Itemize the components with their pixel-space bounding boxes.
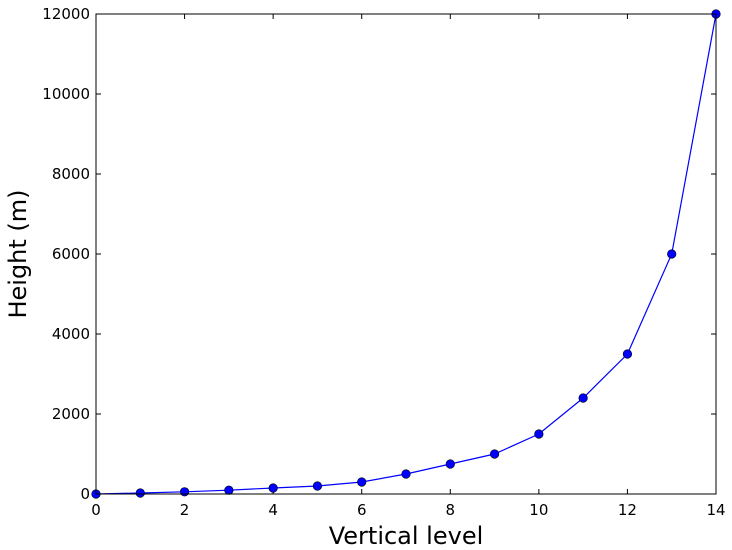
x-tick-label: 12 — [618, 501, 637, 519]
data-point — [401, 469, 411, 479]
plot-frame — [95, 13, 717, 495]
x-tick-label: 2 — [180, 501, 190, 519]
y-tick-label: 2000 — [52, 405, 90, 423]
data-point — [445, 459, 455, 469]
y-tick-label: 10000 — [42, 85, 90, 103]
data-point — [179, 487, 190, 497]
y-tick-label: 12000 — [42, 5, 90, 23]
series-layer — [91, 9, 721, 499]
data-point — [534, 429, 544, 439]
data-point — [268, 483, 278, 493]
series-line — [95, 13, 717, 495]
data-point — [224, 485, 234, 495]
x-tick-label: 10 — [529, 501, 548, 519]
data-point — [489, 449, 500, 459]
data-point — [667, 249, 677, 259]
y-tick-label: 4000 — [52, 325, 90, 343]
y-tick-label: 6000 — [52, 245, 90, 263]
x-tick-label: 4 — [268, 501, 278, 519]
y-tick-label: 8000 — [52, 165, 90, 183]
x-tick-label: 8 — [446, 501, 456, 519]
x-tick-label: 0 — [91, 501, 101, 519]
data-point — [357, 477, 367, 487]
data-point — [312, 481, 323, 491]
data-point — [622, 349, 633, 359]
data-point — [578, 393, 588, 403]
y-tick-label: 0 — [80, 485, 90, 503]
x-tick-label: 6 — [357, 501, 367, 519]
x-tick-label: 14 — [706, 501, 725, 519]
data-point — [135, 488, 145, 498]
axis-ticks — [95, 13, 717, 495]
axis-tick-labels: 0 2 4 6 8 10 12 14 0 2000 4000 6000 8000 10000 12000 — [42, 5, 725, 519]
y-axis-title: Height (m) — [4, 189, 32, 318]
x-axis-title: Vertical level — [329, 522, 484, 550]
